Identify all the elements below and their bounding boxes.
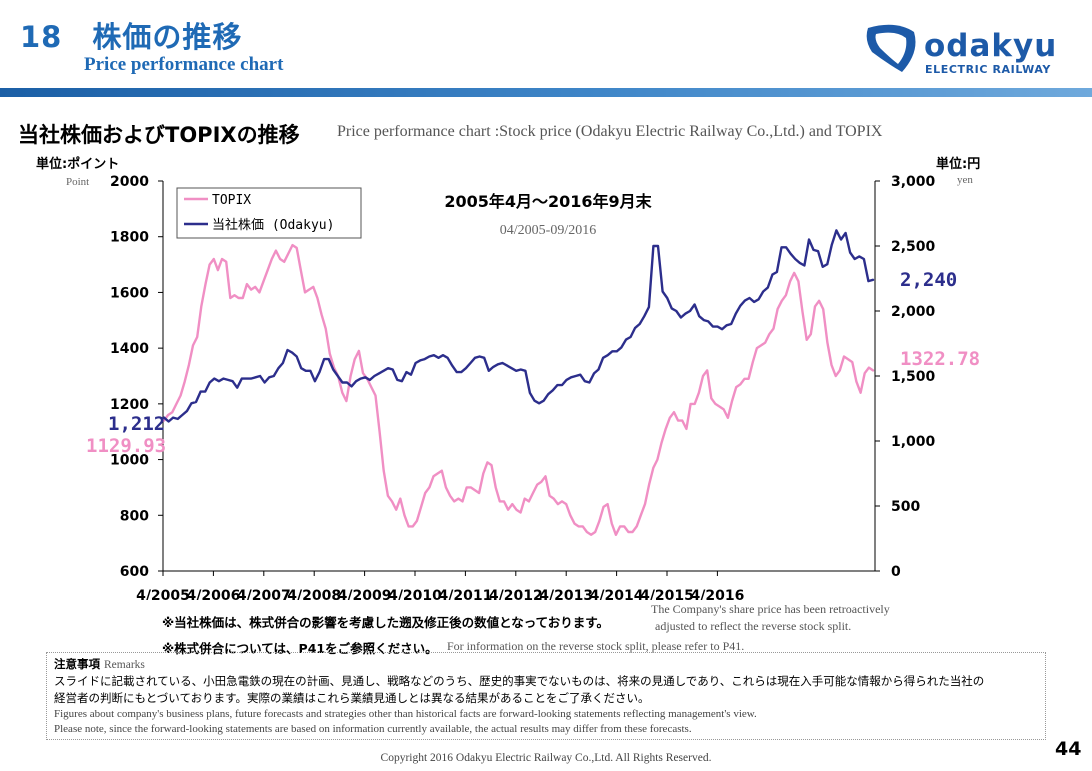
chart-end-labels: 1,212 1129.93 2,240 1322.78 [86, 269, 980, 457]
legend-box [176, 187, 362, 239]
x-tick-label: 4/2012 [489, 588, 543, 600]
remarks-en-2: Please note, since the forward-looking s… [54, 723, 692, 735]
remarks-title-en: Remarks [104, 659, 145, 671]
right-tick-label: 2,000 [891, 304, 936, 320]
section-heading: 当社株価およびTOPIXの推移 [18, 123, 300, 147]
logo-wordmark: odakyu [924, 28, 1058, 64]
right-unit-en: yen [957, 174, 973, 186]
odakyu-start-label: 1,212 [108, 413, 165, 435]
header-rule [0, 88, 1092, 97]
chart-legend: TOPIX 当社株価 (Odakyu) [176, 187, 362, 239]
note-1-en-line1: The Company's share price has been retro… [651, 602, 890, 616]
remarks-title: 注意事項 Remarks [54, 656, 145, 672]
legend-label-topix: TOPIX [212, 193, 251, 208]
left-unit-label: 単位:ポイント [36, 157, 120, 172]
left-tick-label: 600 [120, 564, 149, 580]
x-tick-label: 4/2007 [237, 588, 291, 600]
chart-subtitle: 04/2005-09/2016 [500, 223, 596, 238]
copyright: Copyright 2016 Odakyu Electric Railway C… [380, 752, 712, 764]
right-tick-label: 1,500 [891, 369, 936, 385]
legend-label-odakyu: 当社株価 (Odakyu) [212, 217, 334, 233]
right-tick-label: 0 [891, 564, 901, 580]
right-tick-label: 500 [891, 499, 920, 515]
remarks-box [46, 652, 1046, 740]
remarks-line-2: 経営者の判断にもとづいております。実際の業績はこれら業績見通しとは異なる結果があ… [54, 691, 650, 705]
topix-line [162, 243, 875, 536]
section-heading-en: Price performance chart :Stock price (Od… [337, 123, 883, 140]
x-tick-label: 4/2011 [438, 588, 492, 600]
x-tick-label: 4/2005 [136, 588, 190, 600]
chart-axes: 600 800 1000 1200 1400 1600 1800 2000 0 500 1,000 1… [110, 174, 936, 600]
odakyu-line [162, 229, 875, 423]
slide-title: 18 株価の推移 [20, 20, 243, 54]
left-tick-label: 800 [120, 508, 149, 524]
x-tick-label: 4/2013 [539, 588, 593, 600]
right-unit-label: 単位:円 [936, 157, 981, 172]
x-tick-label: 4/2009 [338, 588, 392, 600]
x-tick-label: 4/2010 [388, 588, 442, 600]
left-tick-label: 1800 [110, 230, 149, 246]
odakyu-logo [866, 24, 916, 72]
left-tick-label: 1400 [110, 341, 149, 357]
left-tick-label: 2000 [110, 174, 149, 190]
left-unit-en: Point [66, 176, 90, 188]
x-tick-label: 4/2006 [186, 588, 240, 600]
topix-end-label: 1322.78 [900, 348, 980, 370]
chart-title: 2005年4月～2016年9月末 [444, 192, 652, 211]
left-tick-label: 1600 [110, 285, 149, 301]
right-tick-label: 3,000 [891, 174, 936, 190]
left-tick-label: 1200 [110, 397, 149, 413]
slide-subtitle: Price performance chart [84, 54, 284, 75]
note-1-jp: ※当社株価は、株式併合の影響を考慮した遡及修正後の数値となっております。 [162, 615, 610, 630]
x-tick-label: 4/2008 [287, 588, 341, 600]
remarks-en-1: Figures about company's business plans, … [54, 708, 757, 720]
note-2-en: For information on the reverse stock spl… [447, 639, 745, 653]
remarks-title-jp: 注意事項 [54, 657, 100, 671]
left-tick-label: 1000 [110, 453, 149, 469]
price-chart: 60080010001200140016001800200005001,0001… [86, 174, 980, 600]
chart-series [162, 229, 875, 536]
x-tick-label: 4/2015 [640, 588, 694, 600]
right-tick-label: 2,500 [891, 239, 936, 255]
remarks-line-1: スライドに記載されている、小田急電鉄の現在の計画、見通し、戦略などのうち、歴史的… [54, 674, 985, 688]
note-1-en-line2: adjusted to reflect the reverse stock sp… [655, 619, 852, 633]
page-number: 44 [1055, 738, 1082, 760]
x-tick-label: 4/2016 [690, 588, 744, 600]
topix-start-label: 1129.93 [86, 435, 166, 457]
x-tick-label: 4/2014 [590, 588, 644, 600]
logo-subtext: ELECTRIC RAILWAY [925, 63, 1051, 76]
right-tick-label: 1,000 [891, 434, 936, 450]
odakyu-end-label: 2,240 [900, 269, 957, 291]
